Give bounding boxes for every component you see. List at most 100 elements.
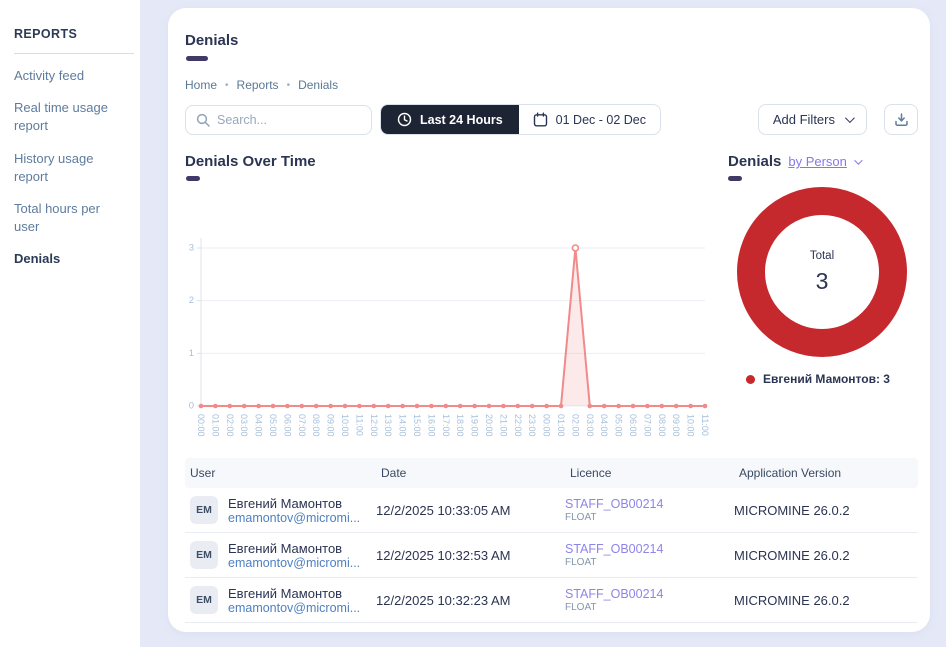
user-name: Евгений Мамонтов — [228, 541, 360, 556]
sidebar-item-total-hours-per-user[interactable]: Total hours per user — [0, 193, 140, 243]
date-range-label: 01 Dec - 02 Dec — [556, 113, 646, 127]
licence-type: FLOAT — [565, 512, 734, 523]
svg-text:15:00: 15:00 — [412, 414, 422, 437]
avatar: EM — [190, 496, 218, 524]
table-row: EM Евгений Мамонтовemamontov@micromi... 12… — [185, 578, 918, 623]
donut-chart: Total 3 — [718, 186, 926, 358]
svg-text:09:00: 09:00 — [671, 414, 681, 437]
avatar: EM — [190, 541, 218, 569]
content-card: Denials Home • Reports • Denials Last 24 Hou… — [168, 8, 930, 632]
toolbar: Last 24 Hours 01 Dec - 02 Dec Add Filter… — [185, 104, 918, 135]
donut-legend: Евгений Мамонтов: 3 — [718, 372, 918, 386]
donut-center: Total 3 — [718, 186, 926, 358]
svg-text:14:00: 14:00 — [398, 414, 408, 437]
user-email-link[interactable]: emamontov@micromi... — [228, 556, 360, 570]
user-email-link[interactable]: emamontov@micromi... — [228, 511, 360, 525]
licence-cell: STAFF_OB00214FLOAT — [565, 542, 734, 568]
svg-text:13:00: 13:00 — [383, 414, 393, 437]
chevron-down-icon — [845, 113, 855, 123]
svg-text:06:00: 06:00 — [282, 414, 292, 437]
title-accent-bar — [186, 56, 208, 61]
licence-cell: STAFF_OB00214FLOAT — [565, 587, 734, 613]
sidebar-item-activity-feed[interactable]: Activity feed — [0, 60, 140, 92]
svg-text:12:00: 12:00 — [369, 414, 379, 437]
calendar-icon — [533, 112, 548, 127]
svg-text:2: 2 — [189, 295, 194, 306]
table-header: UserDateLicenceApplication Version — [185, 458, 918, 488]
sidebar-title: REPORTS — [14, 27, 126, 41]
svg-text:3: 3 — [189, 243, 194, 254]
sidebar-item-real-time-usage-report[interactable]: Real time usage report — [0, 92, 140, 142]
licence-type: FLOAT — [565, 602, 734, 613]
user-cell: EM Евгений Мамонтовemamontov@micromi... — [185, 586, 376, 615]
last-24-hours-button[interactable]: Last 24 Hours — [381, 105, 519, 134]
sidebar-items: Activity feedReal time usage reportHisto… — [0, 60, 140, 276]
legend-dot — [746, 375, 755, 384]
column-header-licence: Licence — [565, 466, 734, 480]
breadcrumb: Home • Reports • Denials — [185, 78, 338, 92]
page-title: Denials — [185, 32, 238, 49]
svg-text:23:00: 23:00 — [527, 414, 537, 437]
svg-text:0: 0 — [189, 401, 194, 412]
clock-icon — [397, 112, 412, 127]
breadcrumb-separator: • — [225, 80, 229, 91]
user-name: Евгений Мамонтов — [228, 586, 360, 601]
svg-text:05:00: 05:00 — [268, 414, 278, 437]
svg-text:02:00: 02:00 — [570, 414, 580, 437]
table-row: EMЕвгений Мамонтовemamontov@micromi...12… — [185, 488, 918, 533]
svg-text:01:00: 01:00 — [556, 414, 566, 437]
search-input[interactable] — [217, 113, 347, 127]
table-body: EMЕвгений Мамонтовemamontov@micromi...12… — [185, 488, 918, 623]
donut-chart-title: Denials — [728, 153, 781, 170]
donut-total-label: Total — [810, 250, 834, 262]
column-header-user: User — [185, 466, 376, 480]
svg-text:10:00: 10:00 — [686, 414, 696, 437]
svg-text:04:00: 04:00 — [254, 414, 264, 437]
user-name: Евгений Мамонтов — [228, 496, 360, 511]
breadcrumb-item-home[interactable]: Home — [185, 78, 217, 92]
user-cell: EM Евгений Мамонтовemamontov@micromi... — [185, 541, 376, 570]
svg-text:18:00: 18:00 — [455, 414, 465, 437]
denials-table: UserDateLicenceApplication Version EM Евг… — [185, 458, 918, 623]
search-icon — [196, 113, 210, 127]
download-icon — [894, 112, 909, 127]
svg-text:06:00: 06:00 — [628, 414, 638, 437]
svg-text:1: 1 — [189, 348, 194, 359]
breadcrumb-item-denials: Denials — [298, 78, 338, 92]
download-button[interactable] — [884, 104, 918, 135]
svg-text:03:00: 03:00 — [239, 414, 249, 437]
svg-text:02:00: 02:00 — [225, 414, 235, 437]
avatar: EM — [190, 586, 218, 614]
svg-text:11:00: 11:00 — [700, 414, 710, 436]
legend-label: Евгений Мамонтов: 3 — [763, 372, 890, 386]
add-filters-label: Add Filters — [773, 112, 835, 127]
add-filters-button[interactable]: Add Filters — [758, 104, 867, 135]
licence-link[interactable]: STAFF_OB00214 — [565, 542, 734, 556]
svg-text:16:00: 16:00 — [426, 414, 436, 437]
by-person-link[interactable]: by Person — [788, 154, 847, 169]
sidebar-item-history-usage-report[interactable]: History usage report — [0, 143, 140, 193]
sidebar-item-denials[interactable]: Denials — [0, 243, 140, 275]
sidebar: REPORTS Activity feedReal time usage rep… — [0, 0, 140, 647]
user-email-link[interactable]: emamontov@micromi... — [228, 601, 360, 615]
chevron-down-icon — [854, 156, 862, 164]
breadcrumb-separator: • — [287, 80, 291, 91]
svg-text:22:00: 22:00 — [513, 414, 523, 437]
date-cell: 12/2/2025 10:32:23 AM — [376, 593, 565, 608]
line-chart-title: Denials Over Time — [185, 153, 715, 170]
licence-link[interactable]: STAFF_OB00214 — [565, 587, 734, 601]
svg-text:09:00: 09:00 — [326, 414, 336, 437]
licence-type: FLOAT — [565, 557, 734, 568]
search-box[interactable] — [185, 105, 372, 135]
svg-text:01:00: 01:00 — [210, 414, 220, 437]
svg-text:20:00: 20:00 — [484, 414, 494, 437]
svg-text:07:00: 07:00 — [297, 414, 307, 437]
svg-text:05:00: 05:00 — [614, 414, 624, 437]
line-chart-accent-bar — [186, 176, 200, 181]
licence-link[interactable]: STAFF_OB00214 — [565, 497, 734, 511]
date-range-button[interactable]: 01 Dec - 02 Dec — [519, 105, 660, 134]
svg-text:07:00: 07:00 — [642, 414, 652, 437]
breadcrumb-item-reports[interactable]: Reports — [237, 78, 279, 92]
svg-text:21:00: 21:00 — [498, 414, 508, 437]
column-header-date: Date — [376, 466, 565, 480]
